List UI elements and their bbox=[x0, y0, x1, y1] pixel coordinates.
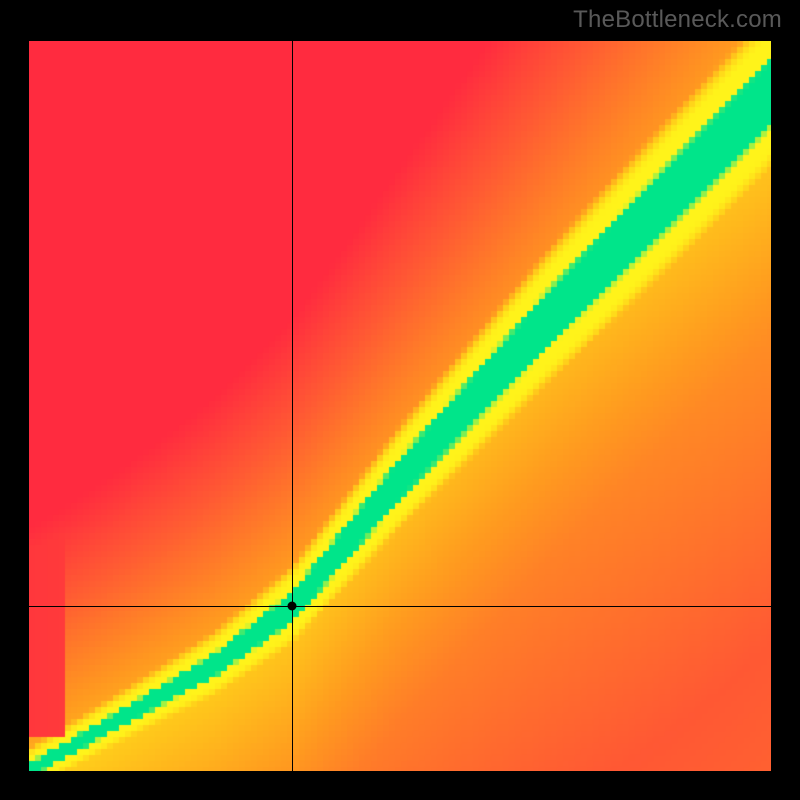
heatmap-plot bbox=[29, 41, 771, 771]
chart-frame: TheBottleneck.com bbox=[0, 0, 800, 800]
heatmap-canvas bbox=[29, 41, 771, 771]
watermark-text: TheBottleneck.com bbox=[573, 6, 782, 34]
